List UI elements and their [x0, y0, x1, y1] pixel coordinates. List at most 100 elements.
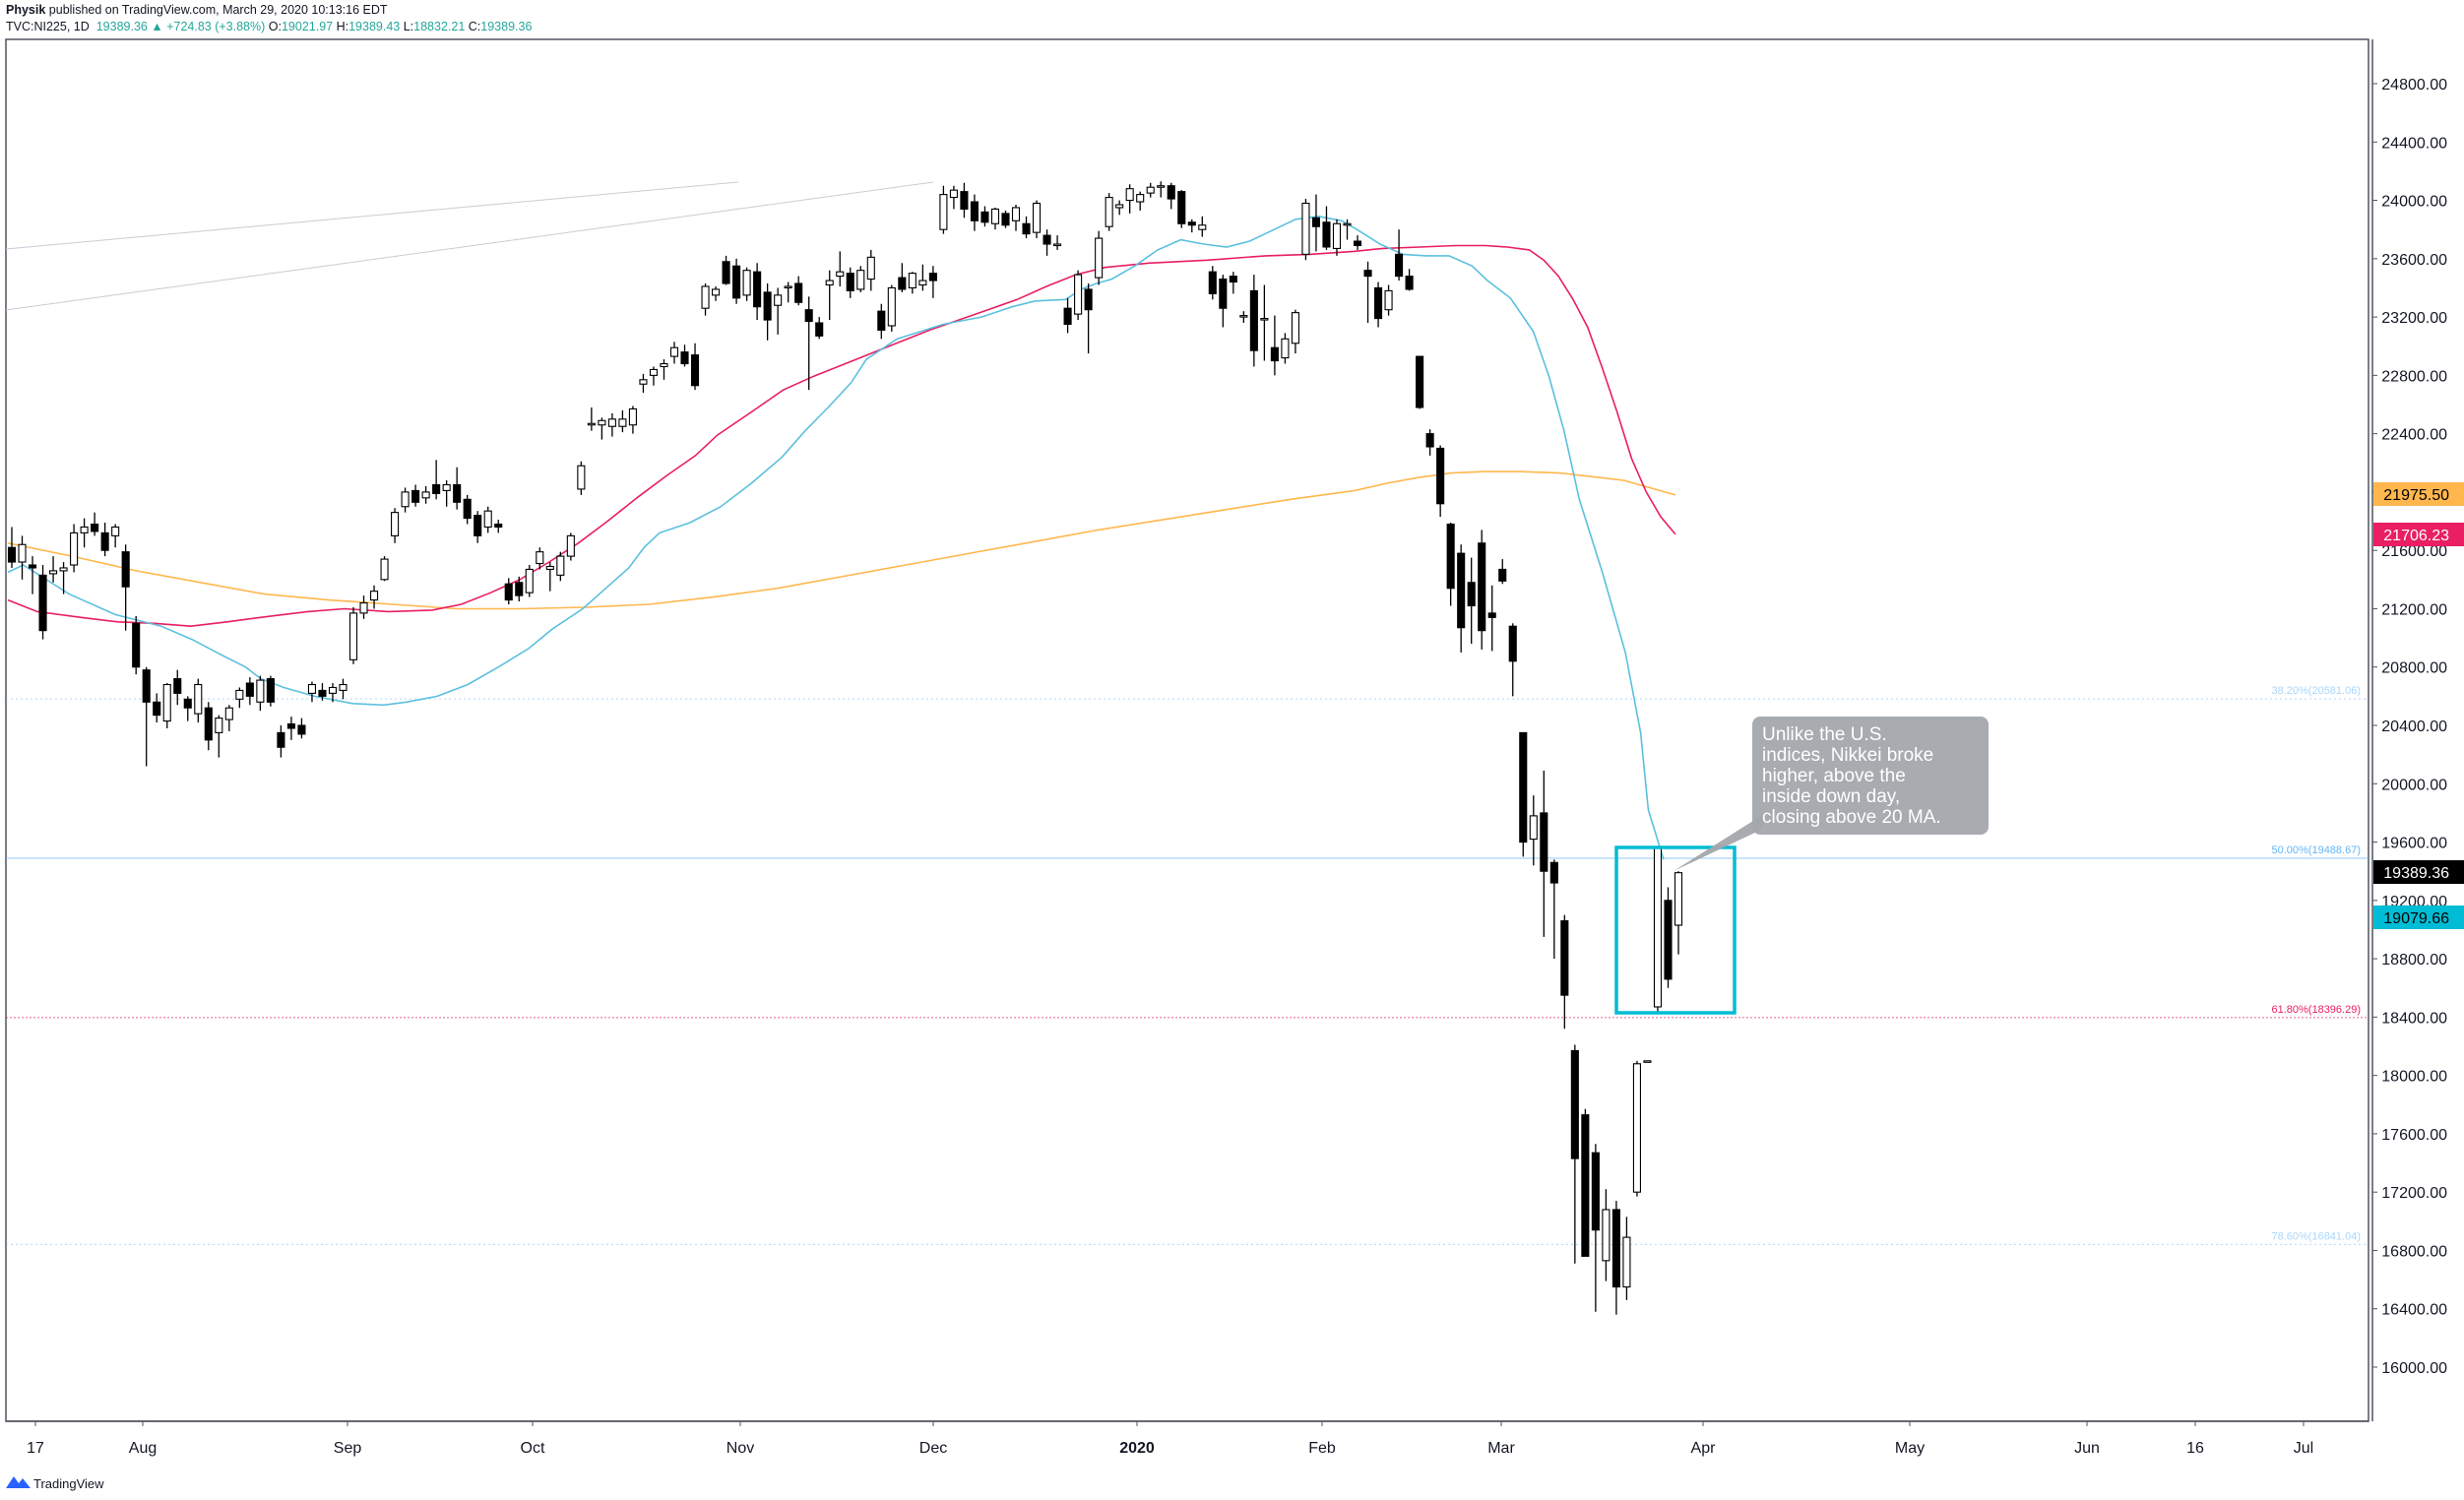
- y-tick-label: 20000.00: [2381, 777, 2447, 793]
- x-tick-label: 17: [27, 1440, 44, 1457]
- candle-body: [1001, 213, 1010, 226]
- callout-text-line: inside down day,: [1762, 786, 1900, 807]
- candle-body: [587, 422, 596, 426]
- candle-body: [215, 718, 223, 733]
- candle-body: [1260, 318, 1269, 321]
- up-arrow-icon: ▲: [151, 20, 163, 33]
- candle-body: [1363, 270, 1372, 278]
- price-change: +724.83 (+3.88%): [166, 20, 266, 33]
- candle-body: [1674, 872, 1683, 926]
- candle-body: [70, 531, 79, 566]
- x-tick-label: 16: [2186, 1440, 2204, 1457]
- price-axis[interactable]: 16000.00 16400.00 16800.00 17200.00 17600.00…: [2372, 77, 2464, 1377]
- time-axis[interactable]: 17 Aug Sep Oct Nov Dec 2020 Feb Mar Apr May Jun 16 Ju…: [6, 1420, 2369, 1457]
- y-tick-label: 20800.00: [2381, 660, 2447, 677]
- tradingview-logo[interactable]: TradingView: [6, 1476, 104, 1491]
- candle-body: [877, 310, 886, 331]
- candle-body: [142, 669, 151, 703]
- candle-body: [173, 678, 182, 694]
- candle-body: [369, 591, 379, 601]
- candle-body: [1042, 234, 1051, 245]
- candle-body: [628, 407, 637, 426]
- candle-body: [194, 683, 203, 715]
- x-tick-label: Feb: [1308, 1440, 1336, 1457]
- candle-body: [1084, 288, 1093, 311]
- trendlines[interactable]: [5, 181, 934, 311]
- price-tag-label: 21706.23: [2383, 528, 2449, 544]
- candle-body: [1187, 221, 1196, 226]
- high-value: 19389.43: [348, 20, 401, 33]
- candle-body: [525, 568, 534, 594]
- tradingview-logo-icon: [6, 1476, 31, 1488]
- candle-body: [742, 270, 751, 296]
- annotation-layer[interactable]: Unlike the U.S.indices, Nikkei brokehigh…: [1614, 717, 1989, 1015]
- candle-body: [1125, 188, 1134, 202]
- price-tag-label: 19079.66: [2383, 910, 2449, 927]
- candle-body: [1239, 315, 1248, 318]
- candle-body: [1022, 222, 1031, 235]
- candle-body: [1270, 346, 1279, 362]
- symbol-legend: TVC:NI225, 1D 19389.36 ▲ +724.83 (+3.88%…: [6, 20, 532, 33]
- x-tick-label: Jul: [2294, 1440, 2313, 1457]
- candle-body: [421, 491, 430, 499]
- candle-body: [949, 189, 958, 199]
- candle-body: [970, 201, 979, 221]
- high-label: H:: [336, 20, 349, 33]
- candle-body: [918, 280, 927, 286]
- price-tag-label: 19389.36: [2383, 865, 2449, 882]
- candle-body: [411, 489, 420, 503]
- candle-body: [328, 686, 338, 694]
- candle-body: [494, 523, 503, 529]
- y-tick-label: 24800.00: [2381, 77, 2447, 94]
- candle-body: [1405, 276, 1414, 290]
- candle-body: [1498, 568, 1507, 582]
- x-tick-label: Dec: [919, 1440, 947, 1457]
- callout-text-line: closing above 20 MA.: [1762, 807, 1941, 828]
- candle-body: [1281, 338, 1290, 359]
- candle-body: [1508, 625, 1517, 662]
- trendline: [5, 181, 739, 250]
- candle-body: [1478, 542, 1486, 632]
- candle-body: [442, 483, 451, 491]
- candle-body: [162, 683, 171, 722]
- y-tick-label: 19600.00: [2381, 836, 2447, 852]
- candle-body: [515, 582, 524, 596]
- candle-body: [1487, 612, 1496, 618]
- candle-body: [359, 601, 368, 614]
- callout-text-line: Unlike the U.S.: [1762, 724, 1887, 745]
- candle-body: [618, 418, 627, 427]
- candle-body: [545, 565, 554, 570]
- candle-body: [121, 551, 130, 588]
- candle-body: [804, 309, 813, 323]
- open-label: O:: [268, 20, 282, 33]
- ma-20-line: [7, 215, 1665, 860]
- x-tick-label: Apr: [1691, 1440, 1717, 1457]
- candle-body: [1457, 552, 1466, 629]
- plot-border: [5, 38, 2369, 1422]
- candle-body: [960, 191, 969, 210]
- candle-body: [763, 291, 772, 321]
- candles: [7, 181, 1683, 1315]
- candle-body: [286, 722, 295, 729]
- y-tick-label: 18000.00: [2381, 1069, 2447, 1086]
- candle-body: [401, 491, 410, 508]
- candle-body: [1446, 523, 1455, 590]
- moving-averages: [7, 215, 1676, 860]
- candle-body: [1157, 185, 1166, 188]
- candle-body: [577, 465, 586, 490]
- candle-body: [391, 512, 400, 536]
- candle-body: [712, 288, 721, 296]
- trendline: [5, 181, 934, 311]
- x-tick-label: 2020: [1119, 1440, 1155, 1457]
- candle-body: [204, 707, 213, 741]
- price-tag: [2373, 906, 2464, 929]
- candle-body: [432, 483, 441, 494]
- candle-body: [318, 689, 327, 697]
- candle-body: [297, 724, 306, 735]
- candle-body: [1529, 815, 1538, 841]
- candle-body: [1425, 433, 1434, 448]
- candle-body: [1395, 253, 1404, 278]
- candle-body: [1570, 1049, 1579, 1159]
- candle-body: [380, 558, 389, 581]
